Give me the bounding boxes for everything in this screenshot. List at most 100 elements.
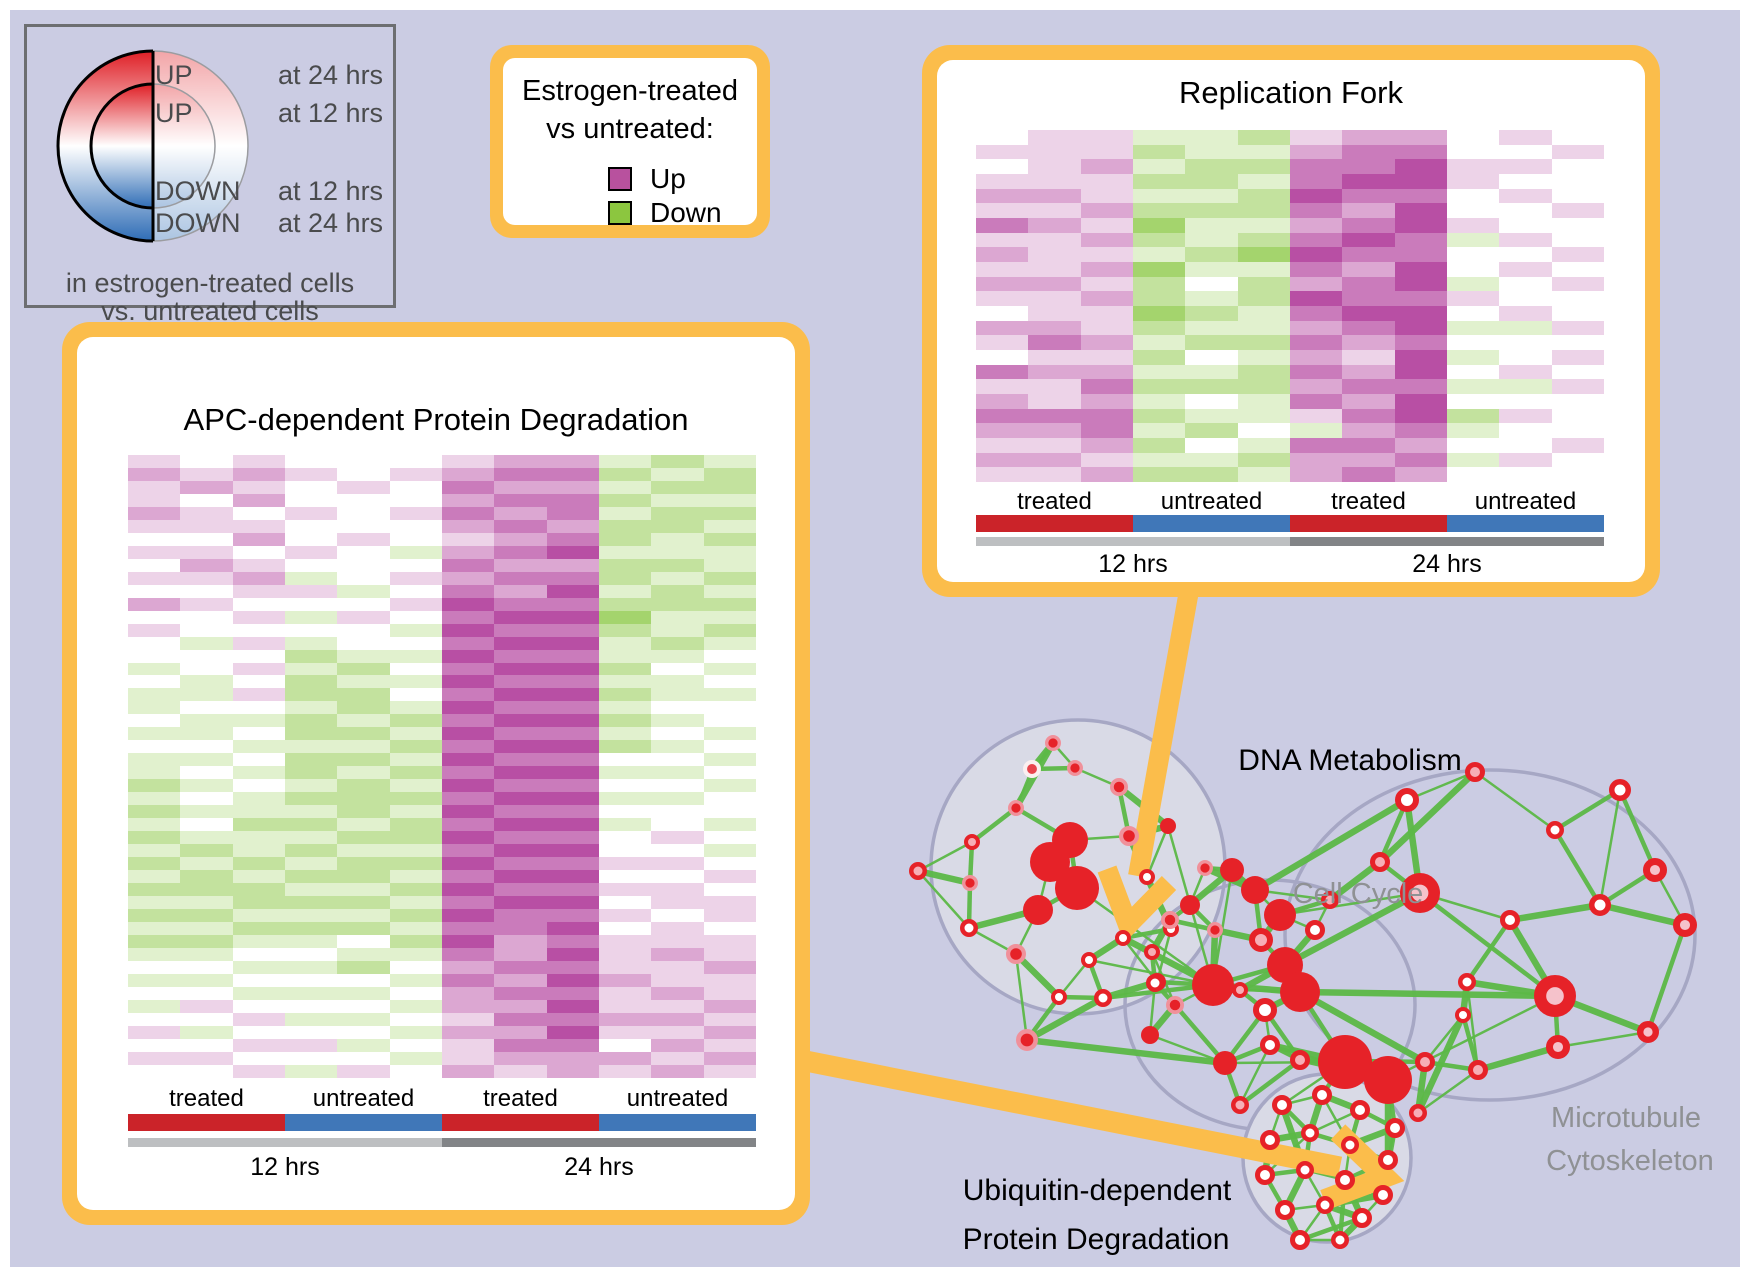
network-edge <box>917 840 973 873</box>
heatmap-cell <box>651 688 704 702</box>
heatmap-cell <box>389 714 442 728</box>
heatmap-cell <box>1185 320 1238 336</box>
heatmap-cell <box>284 766 338 780</box>
heatmap-cell <box>441 844 495 858</box>
heatmap-cell <box>1551 423 1604 438</box>
heatmap-cell <box>128 1000 181 1014</box>
heatmap-cell <box>598 519 652 533</box>
network-node <box>1290 1230 1310 1250</box>
heatmap-cell <box>180 792 233 806</box>
heatmap-cell <box>441 1065 495 1078</box>
heatmap-cell <box>441 948 495 962</box>
heatmap-cell <box>180 675 233 689</box>
heatmap-cell <box>284 974 338 988</box>
untreated-bar <box>285 1114 442 1131</box>
heatmap-cell <box>494 844 547 858</box>
heatmap-cell <box>389 766 442 780</box>
legend-down-24-word: DOWN <box>155 208 241 238</box>
condition-label: untreated <box>312 1085 415 1112</box>
heatmap-cell <box>1394 144 1447 160</box>
heatmap-cell <box>389 987 442 1001</box>
heatmap-cell <box>1028 203 1081 218</box>
heatmap-cell <box>441 558 495 572</box>
heatmap-cell <box>598 870 652 884</box>
heatmap-cell <box>703 948 756 962</box>
heatmap-cell <box>494 753 547 767</box>
heatmap-cell <box>389 948 442 962</box>
heatmap-cell <box>128 519 181 533</box>
heatmap-cell <box>494 727 547 741</box>
outer-left-outline <box>56 49 154 243</box>
heatmap-cell <box>651 909 704 923</box>
heatmap-cell <box>441 597 495 611</box>
heatmap-cell <box>337 532 390 546</box>
heatmap-cell <box>546 727 599 741</box>
heatmap-cell <box>441 805 495 819</box>
heatmap-cell <box>1132 276 1186 292</box>
heatmap-cell <box>1289 379 1343 394</box>
heatmap-cell <box>128 1052 181 1066</box>
heatmap-cell <box>1028 291 1081 306</box>
network-node <box>1015 1029 1038 1052</box>
heatmap-cell <box>976 364 1029 380</box>
network-node <box>1231 1096 1249 1114</box>
heatmap-cell <box>1080 291 1133 306</box>
heatmap-cell <box>1237 320 1290 336</box>
heatmap-cell <box>1185 364 1238 380</box>
heatmap-cell <box>389 805 442 819</box>
network-edge <box>1298 989 1427 1065</box>
heatmap-cell <box>441 792 495 806</box>
heatmap-cell <box>976 320 1029 336</box>
inner-right-pale-half <box>153 84 215 208</box>
heatmap-cell <box>494 974 547 988</box>
network-node <box>1455 1007 1471 1023</box>
heatmap-cell <box>651 662 704 676</box>
heatmap-cell <box>494 1026 547 1040</box>
heatmap-cell <box>598 662 652 676</box>
heatmap-cell <box>546 909 599 923</box>
heatmap-cell <box>494 467 547 481</box>
heatmap-cell <box>494 597 547 611</box>
heatmap-cell <box>703 922 756 936</box>
heatmap-cell <box>1185 423 1238 438</box>
network-node <box>964 834 980 850</box>
heatmap-cell <box>441 1052 495 1066</box>
legend-footer-line1: in estrogen-treated cells <box>65 268 355 298</box>
legend-footer-line2: vs. untreated cells <box>101 296 319 326</box>
heatmap-cell <box>1237 247 1290 262</box>
heatmap-cell <box>546 467 599 481</box>
heatmap-cell <box>128 1013 181 1027</box>
heatmap-cell <box>232 922 285 936</box>
legend-up-12-word: UP <box>155 98 193 128</box>
heatmap-cell <box>1342 423 1395 438</box>
heatmap-cell <box>598 896 652 910</box>
heatmap-cell <box>232 961 285 975</box>
heatmap-cell <box>232 636 285 650</box>
heatmap-cell <box>651 610 704 624</box>
heatmap-cell <box>546 948 599 962</box>
heatmap-cell <box>284 909 338 923</box>
heatmap-cell <box>180 883 233 897</box>
network-node <box>1545 1034 1570 1059</box>
heatmap-cell <box>1394 423 1447 438</box>
heatmap-cell <box>546 558 599 572</box>
heatmap-cell <box>703 818 756 832</box>
heatmap-cell <box>180 649 233 663</box>
heatmap-cell <box>1446 437 1500 453</box>
heatmap-cell <box>1132 291 1186 306</box>
heatmap-cell <box>703 753 756 767</box>
heatmap-cell <box>180 844 233 858</box>
network-node <box>1385 1118 1405 1138</box>
heatmap-cell <box>1499 364 1552 380</box>
heatmap-cell <box>598 649 652 663</box>
condition-label: untreated <box>1160 488 1263 515</box>
heatmap-cell <box>1185 305 1238 321</box>
heatmap-cell <box>1342 467 1395 482</box>
heatmap-cell <box>1446 144 1500 160</box>
heatmap-cell <box>1237 408 1290 424</box>
heatmap-cell <box>180 714 233 728</box>
heatmap-cell <box>284 701 338 715</box>
heatmap-cell <box>128 649 181 663</box>
heatmap-cell <box>976 379 1029 394</box>
time-label: 12 hrs <box>250 1153 320 1181</box>
